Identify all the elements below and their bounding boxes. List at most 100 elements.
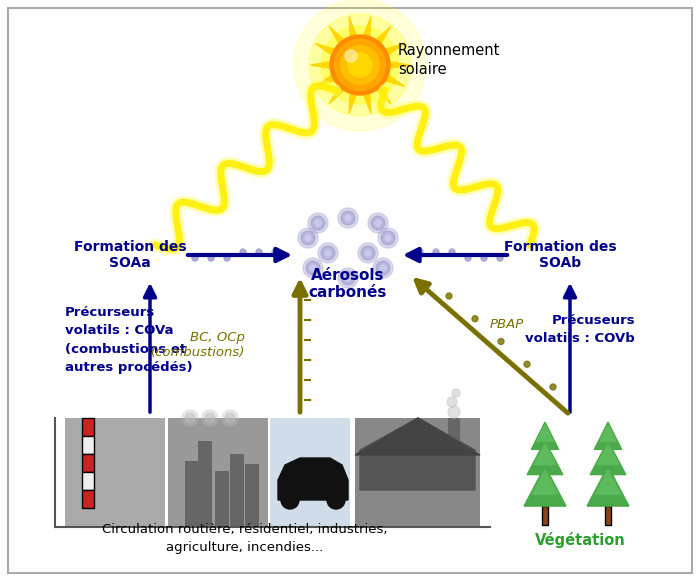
FancyBboxPatch shape <box>215 471 229 526</box>
Polygon shape <box>534 444 556 465</box>
Polygon shape <box>355 418 480 455</box>
Circle shape <box>338 268 358 288</box>
Circle shape <box>224 255 230 261</box>
Circle shape <box>373 258 393 278</box>
Circle shape <box>497 255 503 261</box>
Text: Formation des
SOAb: Formation des SOAb <box>504 240 616 270</box>
Circle shape <box>381 231 395 245</box>
Polygon shape <box>349 92 357 113</box>
Circle shape <box>182 410 198 426</box>
Circle shape <box>306 261 320 275</box>
Circle shape <box>550 384 556 390</box>
Circle shape <box>447 397 457 407</box>
Circle shape <box>368 213 388 233</box>
Circle shape <box>472 315 478 322</box>
Circle shape <box>303 258 323 278</box>
Polygon shape <box>384 44 405 56</box>
Polygon shape <box>533 470 558 494</box>
Circle shape <box>321 26 399 104</box>
Text: Précuseurs
volatils : COVb: Précuseurs volatils : COVb <box>525 314 635 346</box>
FancyBboxPatch shape <box>8 8 692 573</box>
Text: Aérosols
carbonés: Aérosols carbonés <box>309 268 387 300</box>
Polygon shape <box>360 418 475 490</box>
Circle shape <box>335 40 386 91</box>
Text: Rayonnement
solaire: Rayonnement solaire <box>398 42 500 77</box>
Polygon shape <box>329 26 345 45</box>
Circle shape <box>294 0 426 131</box>
Circle shape <box>208 255 214 261</box>
Circle shape <box>449 249 455 255</box>
Polygon shape <box>531 422 559 449</box>
Circle shape <box>452 389 460 397</box>
Circle shape <box>222 410 238 426</box>
Circle shape <box>498 339 504 345</box>
Circle shape <box>325 250 331 256</box>
Polygon shape <box>600 425 616 441</box>
FancyBboxPatch shape <box>245 464 259 526</box>
FancyBboxPatch shape <box>448 418 460 458</box>
Circle shape <box>298 228 318 248</box>
FancyBboxPatch shape <box>82 490 94 508</box>
Polygon shape <box>363 17 371 38</box>
Circle shape <box>318 243 338 263</box>
Circle shape <box>192 255 198 261</box>
Polygon shape <box>587 466 629 506</box>
Circle shape <box>202 410 218 426</box>
Circle shape <box>446 293 452 299</box>
Polygon shape <box>389 62 410 69</box>
Polygon shape <box>329 85 345 103</box>
Circle shape <box>272 249 278 255</box>
Circle shape <box>448 406 460 418</box>
FancyBboxPatch shape <box>542 506 548 525</box>
FancyBboxPatch shape <box>82 436 94 454</box>
Text: Précurseurs
volatils : COVa
(combustions et
autres procédés): Précurseurs volatils : COVa (combustions… <box>65 307 192 374</box>
Polygon shape <box>524 466 566 506</box>
Polygon shape <box>363 92 371 113</box>
Circle shape <box>330 35 390 95</box>
Polygon shape <box>375 26 391 45</box>
Circle shape <box>465 255 471 261</box>
Text: PBAP: PBAP <box>490 318 524 332</box>
Circle shape <box>345 215 351 221</box>
Circle shape <box>308 213 328 233</box>
Circle shape <box>256 249 262 255</box>
Polygon shape <box>594 422 622 449</box>
FancyBboxPatch shape <box>65 418 165 526</box>
Circle shape <box>345 275 351 281</box>
FancyBboxPatch shape <box>198 441 212 526</box>
Circle shape <box>305 235 311 241</box>
Circle shape <box>380 265 386 271</box>
Circle shape <box>340 45 379 84</box>
FancyBboxPatch shape <box>355 418 480 526</box>
Circle shape <box>341 271 355 285</box>
Circle shape <box>281 491 299 509</box>
Text: Circulation routière, résidentiel, industries,
agriculture, incendies...: Circulation routière, résidentiel, indus… <box>102 522 388 554</box>
Polygon shape <box>590 441 626 475</box>
Circle shape <box>341 211 355 225</box>
Circle shape <box>371 216 385 230</box>
Circle shape <box>240 249 246 255</box>
FancyBboxPatch shape <box>168 418 268 526</box>
Text: Formation des
SOAa: Formation des SOAa <box>74 240 186 270</box>
Circle shape <box>205 413 215 423</box>
Circle shape <box>315 220 321 226</box>
Circle shape <box>327 491 345 509</box>
Circle shape <box>481 255 487 261</box>
Circle shape <box>375 220 381 226</box>
Circle shape <box>301 231 315 245</box>
Circle shape <box>309 14 411 116</box>
Polygon shape <box>278 458 348 500</box>
FancyBboxPatch shape <box>605 506 611 525</box>
Circle shape <box>376 261 390 275</box>
Text: Végétation: Végétation <box>535 532 625 548</box>
Circle shape <box>345 50 357 62</box>
Circle shape <box>185 413 195 423</box>
Circle shape <box>433 249 439 255</box>
FancyBboxPatch shape <box>82 418 94 436</box>
Polygon shape <box>316 44 336 56</box>
FancyBboxPatch shape <box>82 454 94 472</box>
Polygon shape <box>596 470 621 494</box>
Circle shape <box>361 246 375 260</box>
Circle shape <box>417 249 423 255</box>
Circle shape <box>225 413 235 423</box>
